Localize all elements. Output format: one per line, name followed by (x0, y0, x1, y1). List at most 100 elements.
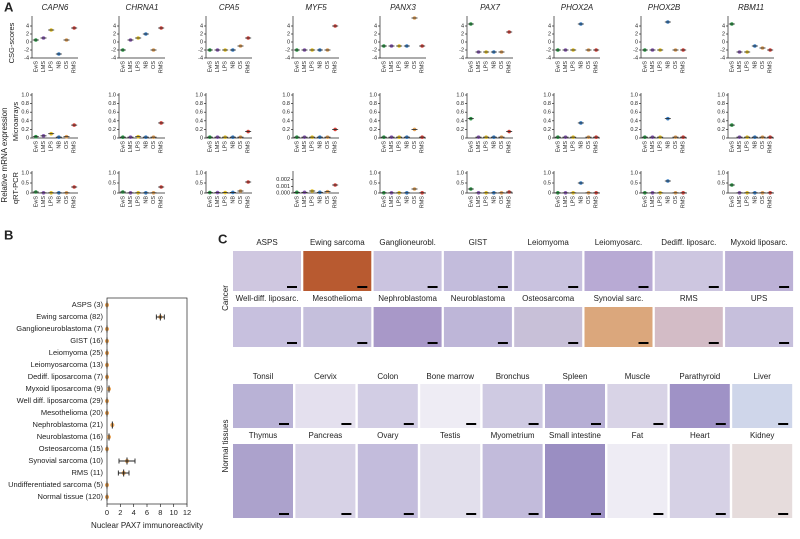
y-tick-label: -4 (372, 55, 377, 61)
axis (640, 16, 687, 59)
row-label: ASPS (3) (72, 300, 104, 309)
category-label: LPS (571, 141, 577, 152)
category-label: OS (673, 196, 679, 204)
category-label: LMS (563, 196, 569, 208)
axis (31, 93, 78, 139)
category-label: EwS (207, 141, 213, 153)
axis (466, 16, 513, 59)
y-tick-label: -2 (24, 47, 29, 53)
scale-bar (638, 342, 649, 344)
tissue-image (357, 384, 418, 428)
gene-title: RBM11 (738, 3, 764, 12)
tissue-image (373, 251, 442, 291)
category-label: LMS (389, 196, 395, 208)
category-label: NB (143, 196, 149, 204)
category-label: RMS (333, 196, 339, 209)
tile-label: Heart (690, 431, 710, 440)
category-label: LMS (302, 61, 308, 73)
category-label: OS (760, 141, 766, 149)
tile-label: Myxoid liposarc. (730, 238, 787, 247)
category-label: LPS (136, 196, 142, 207)
category-label: LMS (737, 141, 743, 153)
axis (292, 16, 339, 59)
tile-label: Thymus (249, 431, 277, 440)
y-tick-label: 0.2 (369, 127, 377, 133)
category-label: OS (499, 61, 505, 69)
y-tick-label: 0.5 (543, 180, 551, 186)
scale-bar (427, 286, 438, 288)
gene-title: CPA5 (219, 3, 240, 12)
category-label: OS (499, 141, 505, 149)
y-tick-label: 0 (635, 39, 638, 45)
y-tick-label: 0.5 (108, 180, 116, 186)
y-tick-label: 0 (722, 135, 725, 141)
tile-label: Myometrium (491, 431, 535, 440)
y-tick-label: -2 (198, 47, 203, 53)
category-label: RMS (246, 61, 252, 74)
gene-title: PHOX2B (648, 3, 681, 12)
y-tick-label: 0.4 (369, 118, 377, 124)
category-label: RMS (681, 196, 687, 209)
category-label: OS (760, 196, 766, 204)
y-tick-label: 1.0 (630, 92, 638, 98)
y-tick-label: 1.0 (543, 170, 551, 176)
tissue-image (233, 251, 301, 291)
tile-label: Synovial sarc. (594, 294, 644, 303)
category-label: EwS (33, 196, 39, 208)
category-label: LPS (223, 141, 229, 152)
y-tick-label: 0 (722, 39, 725, 45)
y-tick-label: 0 (548, 39, 551, 45)
row-label: Osteosarcoma (15) (39, 444, 104, 453)
category-label: LPS (223, 196, 229, 207)
category-label: LPS (310, 196, 316, 207)
category-label: RMS (333, 141, 339, 154)
category-label: LPS (571, 61, 577, 72)
row-label: Neuroblastoma (16) (37, 432, 104, 441)
category-label: RMS (159, 196, 165, 209)
tile-label: Small intestine (549, 431, 602, 440)
y-tick-label: 0 (200, 39, 203, 45)
y-tick-label: -4 (285, 55, 290, 61)
y-tick-label: 0 (26, 190, 29, 196)
scale-bar (279, 513, 289, 515)
y-tick-label: 0.6 (369, 110, 377, 116)
y-tick-label: 0.4 (282, 118, 290, 124)
error-bar (117, 470, 130, 476)
category-label: OS (499, 196, 505, 204)
scale-bar (568, 286, 579, 288)
category-label: LPS (484, 61, 490, 72)
category-label: EwS (381, 141, 387, 153)
category-label: NB (578, 196, 584, 204)
y-tick-label: 0 (374, 39, 377, 45)
scale-bar (528, 513, 539, 515)
category-label: LPS (484, 196, 490, 207)
scale-bar (341, 513, 352, 515)
category-label: EwS (468, 196, 474, 208)
scale-bar (279, 423, 289, 425)
tissue-image (482, 384, 543, 428)
category-label: RMS (681, 61, 687, 74)
category-label: NB (491, 61, 497, 69)
category-label: LPS (397, 141, 403, 152)
tile-label: Liver (754, 372, 772, 381)
category-label: NB (752, 141, 758, 149)
gene-title: CAPN6 (42, 3, 69, 12)
row-label: RMS (11) (71, 468, 103, 477)
tile-label: Bronchus (496, 372, 530, 381)
category-label: EwS (729, 141, 735, 153)
category-label: EwS (555, 141, 561, 153)
category-label: LMS (737, 196, 743, 208)
tile-label: Dediff. liposarc. (661, 238, 716, 247)
y-tick-label: 4 (26, 23, 29, 29)
scale-bar (497, 286, 508, 288)
y-tick-label: 0.8 (717, 101, 725, 107)
tissue-image (420, 444, 481, 518)
gene-title: CHRNA1 (126, 3, 159, 12)
category-label: LPS (136, 141, 142, 152)
panel-label: A (4, 0, 14, 14)
category-label: NB (56, 141, 62, 149)
y-tick-label: 2 (287, 31, 290, 37)
tile-label: Nephroblastoma (378, 294, 437, 303)
tile-label: Ganglioneurobl. (379, 238, 435, 247)
category-label: LPS (484, 141, 490, 152)
